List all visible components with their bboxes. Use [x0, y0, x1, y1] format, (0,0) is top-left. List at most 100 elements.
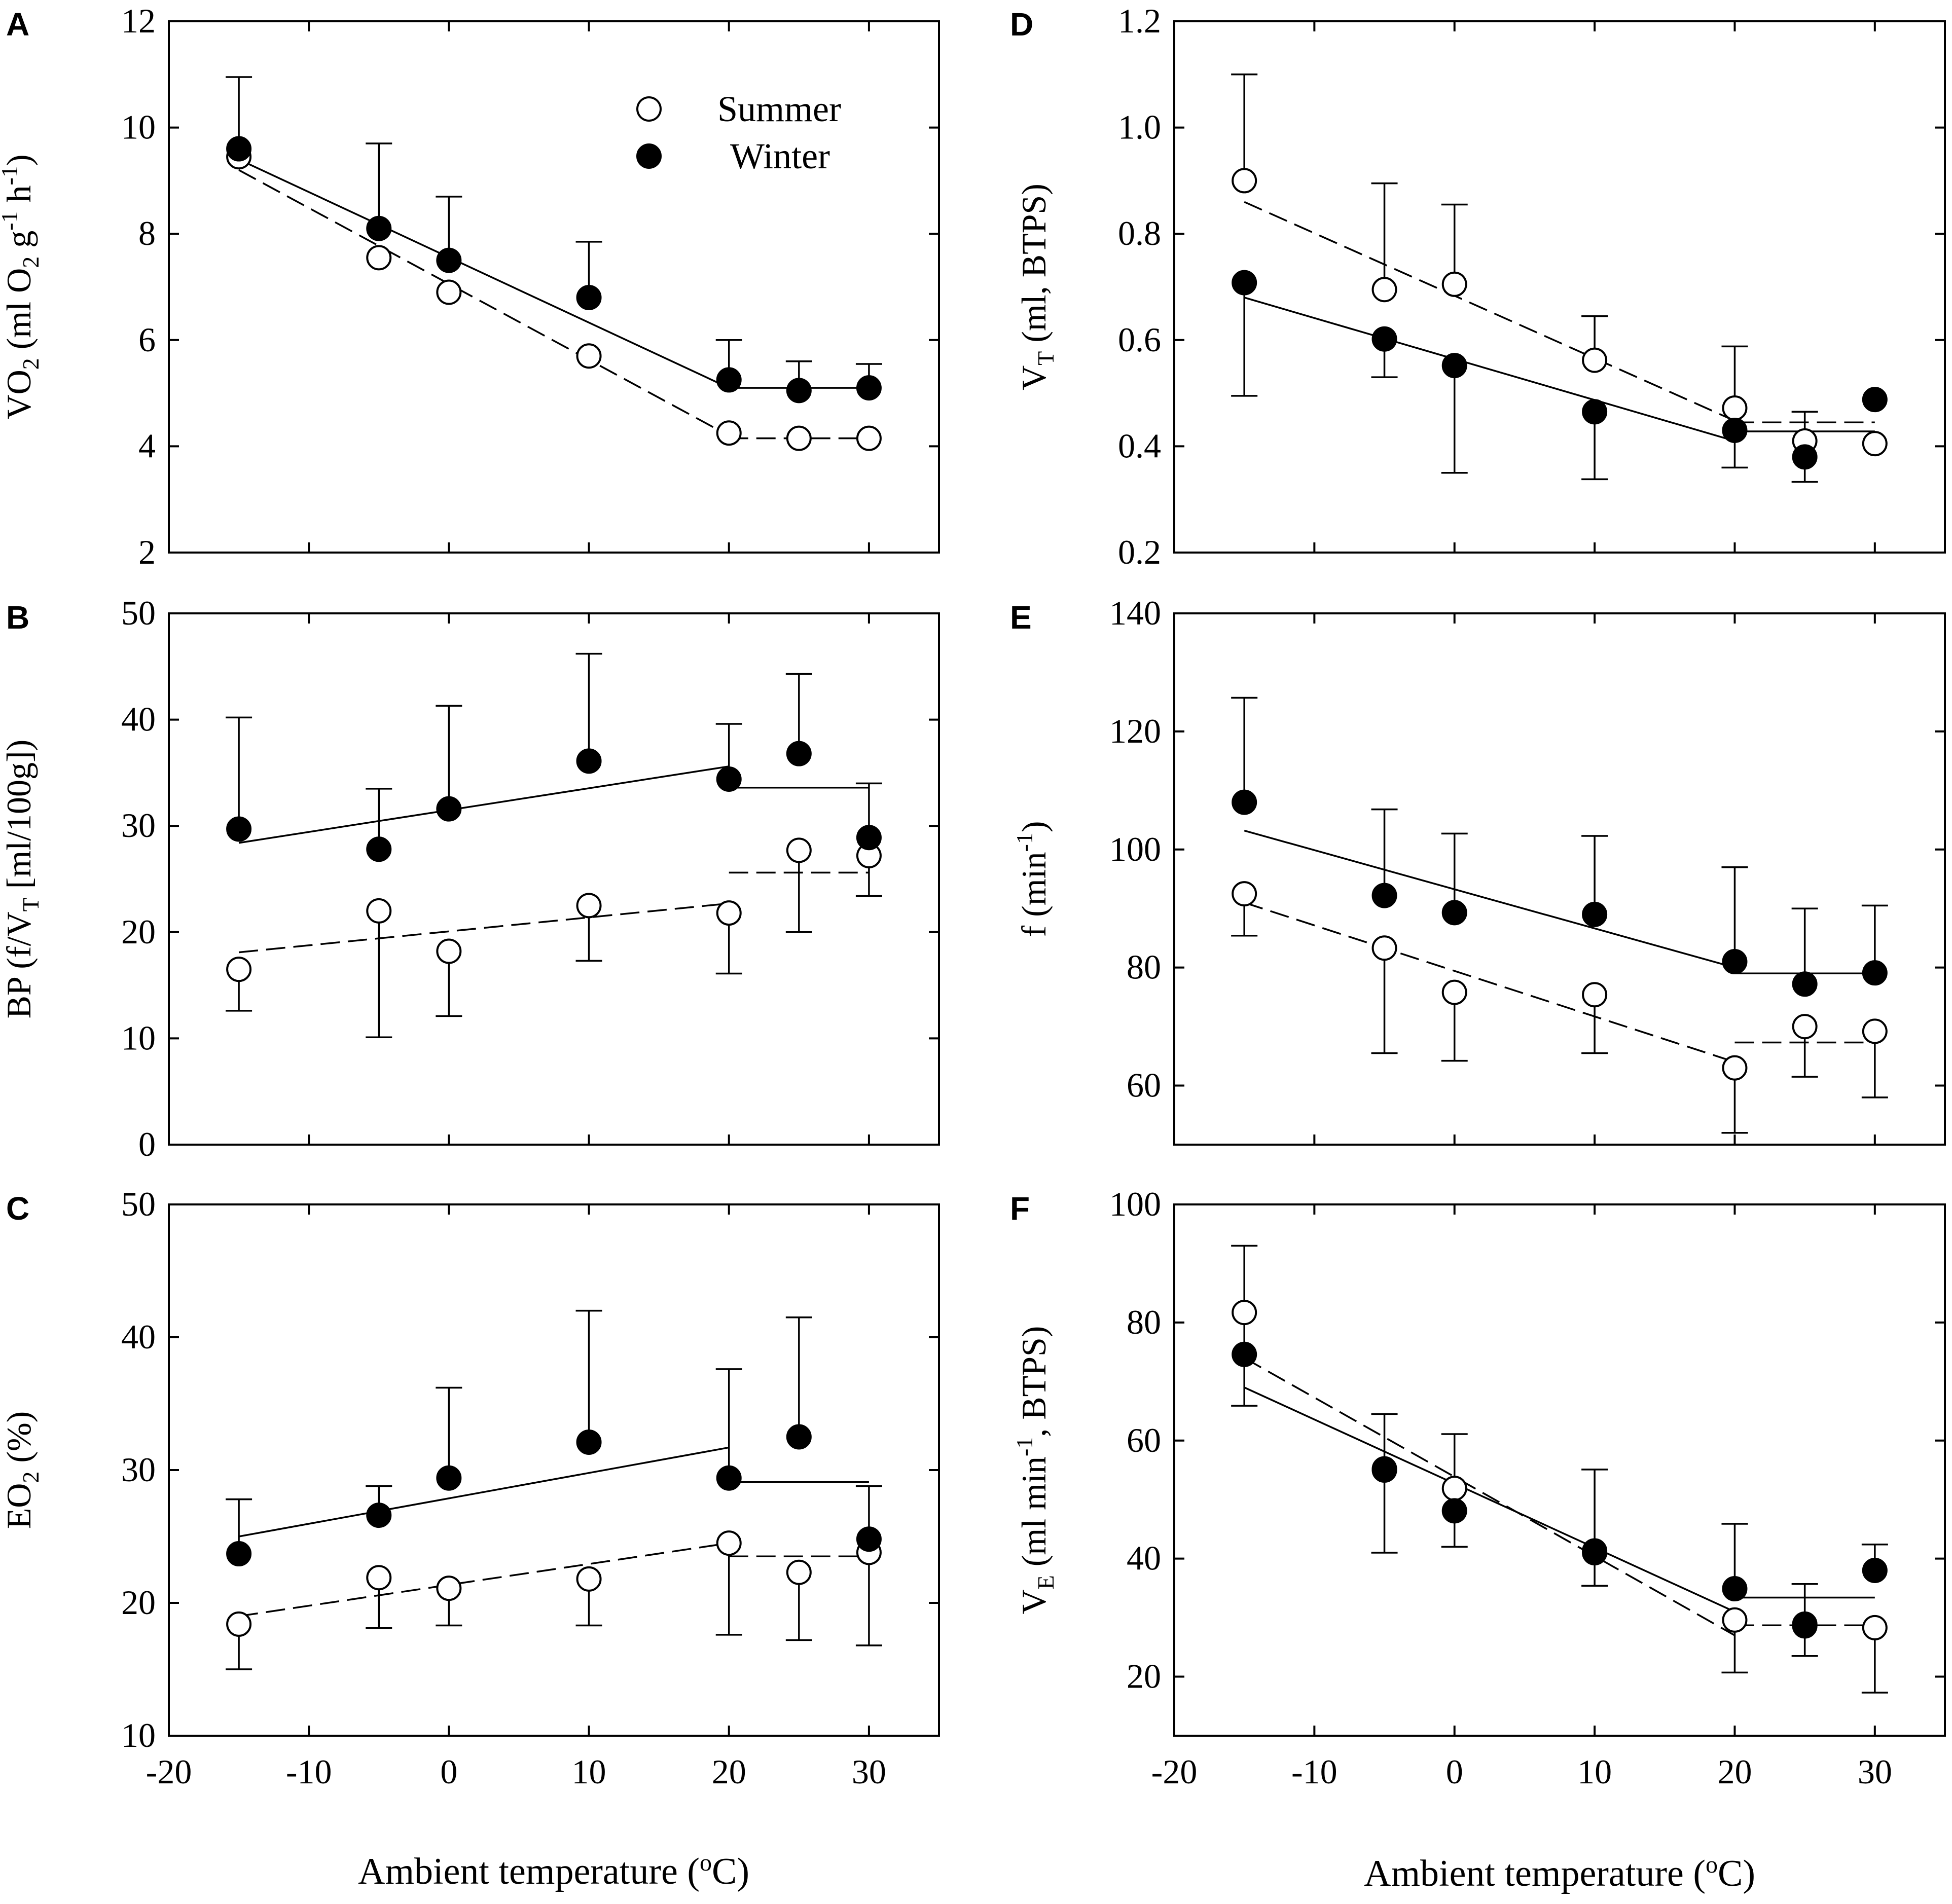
winter-point [856, 1526, 882, 1552]
y-axis-label-part: 2 [18, 1472, 44, 1483]
y-axis-label-part: (ml O [0, 268, 38, 358]
y-axis-label-part: ) [0, 154, 38, 166]
winter-point [226, 136, 252, 162]
summer-point [576, 343, 602, 369]
winter-point [1371, 883, 1397, 908]
y-tick-label: 10 [121, 1018, 156, 1057]
panel-letter: E [1010, 599, 1032, 636]
winter-point [716, 1465, 742, 1491]
winter-point [1722, 1576, 1748, 1602]
summer-point [1232, 168, 1257, 194]
winter-point [1441, 353, 1467, 379]
y-axis-label-part: V [1015, 365, 1053, 390]
winter-point [576, 284, 602, 310]
winter-point [1232, 270, 1257, 296]
y-tick-label: 20 [1127, 1657, 1161, 1696]
plot-frame [168, 20, 940, 554]
y-tick-label: 1.0 [1118, 108, 1161, 147]
winter-point [1862, 960, 1888, 986]
x-tick-label: 0 [1446, 1752, 1463, 1791]
y-tick-label: 100 [1109, 1185, 1161, 1223]
winter-point [226, 816, 252, 842]
summer-fit-line [1244, 901, 1735, 1063]
winter-point [716, 766, 742, 792]
y-tick-label: 50 [121, 594, 156, 632]
winter-point [1441, 900, 1467, 926]
winter-point [1582, 399, 1608, 425]
summer-fit-line [1244, 201, 1736, 422]
y-tick-label: 100 [1109, 830, 1161, 868]
winter-point [1232, 789, 1257, 815]
winter-point [1792, 971, 1818, 997]
y-axis-label: VO2 (ml O2 g-1 h-1) [0, 154, 44, 419]
summer-point [1582, 347, 1608, 373]
y-axis-label-part: 2 [18, 257, 44, 268]
plot-frame [1173, 612, 1946, 1146]
summer-point [436, 938, 462, 964]
y-tick-label: 40 [1127, 1539, 1161, 1578]
x-tick-label: 30 [1858, 1752, 1892, 1791]
x-tick-label: 20 [1717, 1752, 1752, 1791]
x-tick-label: -10 [1291, 1752, 1338, 1791]
summer-point [436, 279, 462, 305]
x-tick-label: -20 [1151, 1752, 1198, 1791]
winter-point [1722, 417, 1748, 443]
x-tick-label: 30 [852, 1752, 886, 1791]
y-axis-label-part: V [1015, 1589, 1053, 1614]
y-axis-label-part: g [0, 231, 38, 257]
y-tick-label: 20 [121, 1583, 156, 1622]
y-axis-label-part: (ml min [1015, 1456, 1053, 1575]
summer-point [1371, 277, 1397, 303]
x-axis-title-left: Ambient temperature (oC) [358, 1849, 749, 1892]
winter-fit-line [238, 1446, 730, 1537]
winter-point [576, 748, 602, 774]
plot-frame [168, 1203, 940, 1737]
y-tick-label: 0.4 [1118, 426, 1161, 465]
summer-point [716, 1530, 742, 1556]
panel-letter: C [6, 1190, 29, 1227]
y-tick-label: 0.2 [1118, 533, 1161, 571]
y-tick-label: 120 [1109, 712, 1161, 750]
panel-letter: B [6, 599, 29, 636]
summer-fit-line [238, 1542, 729, 1617]
summer-point [1582, 982, 1608, 1008]
summer-point [716, 900, 742, 926]
y-axis-label-part: , BTPS) [1015, 1326, 1053, 1437]
y-axis-label-part: VO [0, 370, 38, 419]
winter-point [576, 1429, 602, 1455]
y-tick-label: 12 [121, 2, 156, 40]
y-axis-label: VT (ml, BTPS) [1015, 184, 1059, 390]
y-axis-label-part: f (min [1015, 852, 1053, 937]
x-axis-label-degree: o [700, 1849, 712, 1876]
y-axis-label-part: -1 [1011, 832, 1037, 852]
panel-b: B 0 10 20 30 40 50 BP (f/VT [ml/100g]) [0, 594, 940, 1163]
y-axis-label-part: T [18, 897, 44, 911]
y-axis-label: VE (ml min-1, BTPS) [1011, 1326, 1059, 1615]
summer-point [366, 245, 392, 271]
summer-fit-line [1244, 1357, 1736, 1636]
y-axis-label-part: ) [1015, 821, 1053, 832]
winter-fit-line [238, 158, 730, 389]
y-axis-label-part: (ml, BTPS) [1015, 184, 1053, 351]
y-axis-label-part: T [1033, 351, 1059, 365]
winter-point [1232, 1341, 1257, 1367]
summer-point [1441, 271, 1467, 297]
summer-point [1722, 1607, 1748, 1633]
summer-point [786, 425, 812, 451]
panel-letter: D [1010, 6, 1033, 43]
winter-point [366, 215, 392, 241]
winter-point [1862, 387, 1888, 413]
panel-d: D 0.2 0.4 0.6 0.8 1.0 1.2 VT (ml, BTPS) [1010, 2, 1946, 571]
summer-point [1371, 935, 1397, 961]
plot-frame [1173, 1203, 1946, 1737]
y-tick-label: 10 [121, 1716, 156, 1754]
summer-point [436, 1576, 462, 1601]
y-tick-label: 60 [1127, 1066, 1161, 1105]
summer-point [1441, 979, 1467, 1005]
y-tick-label: 6 [138, 320, 156, 359]
legend-winter-marker [636, 143, 662, 169]
winter-point [366, 836, 392, 862]
summer-point [226, 957, 252, 982]
summer-point [1441, 1476, 1467, 1502]
